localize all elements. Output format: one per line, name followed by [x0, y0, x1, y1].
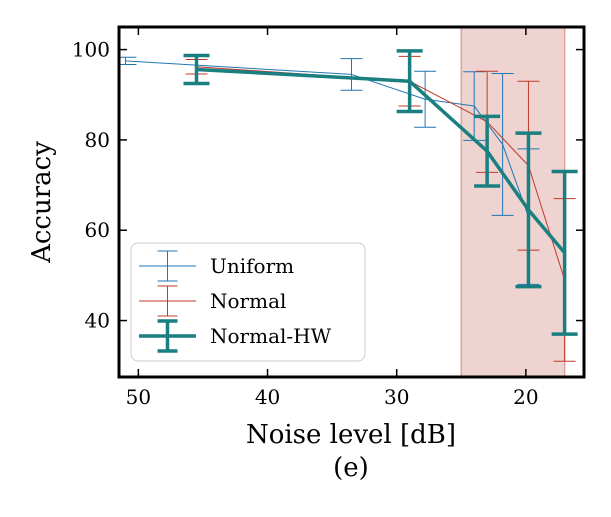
axis-ticks: 50 40 30 20 40 60 80 100: [72, 27, 584, 409]
y-tick-label: 100: [72, 38, 110, 62]
plot-frame: [117, 25, 586, 379]
legend-entry-normal: Normal: [139, 285, 286, 317]
legend-box: [130, 242, 366, 362]
series-normal-hw: [183, 49, 578, 336]
legend: Uniform Normal Normal-HW: [130, 242, 366, 362]
y-tick-label: 60: [85, 218, 110, 242]
highlight-region: [460, 26, 566, 378]
series-layer: [119, 49, 578, 362]
x-axis-label: Noise level [dB]: [246, 420, 456, 450]
y-tick-label: 40: [85, 309, 110, 333]
legend-label: Normal: [210, 289, 286, 313]
x-tick-label: 30: [384, 385, 409, 409]
legend-label: Uniform: [210, 254, 294, 278]
legend-label: Normal-HW: [210, 324, 332, 348]
legend-entry-uniform: Uniform: [139, 250, 294, 282]
y-tick-label: 80: [85, 128, 110, 152]
x-tick-label: 40: [255, 385, 280, 409]
x-tick-label: 20: [513, 385, 538, 409]
legend-entry-normal-hw: Normal-HW: [139, 319, 332, 353]
y-axis-label: Accuracy: [27, 141, 57, 264]
figure-caption: (e): [333, 453, 369, 483]
x-tick-label: 50: [126, 385, 151, 409]
